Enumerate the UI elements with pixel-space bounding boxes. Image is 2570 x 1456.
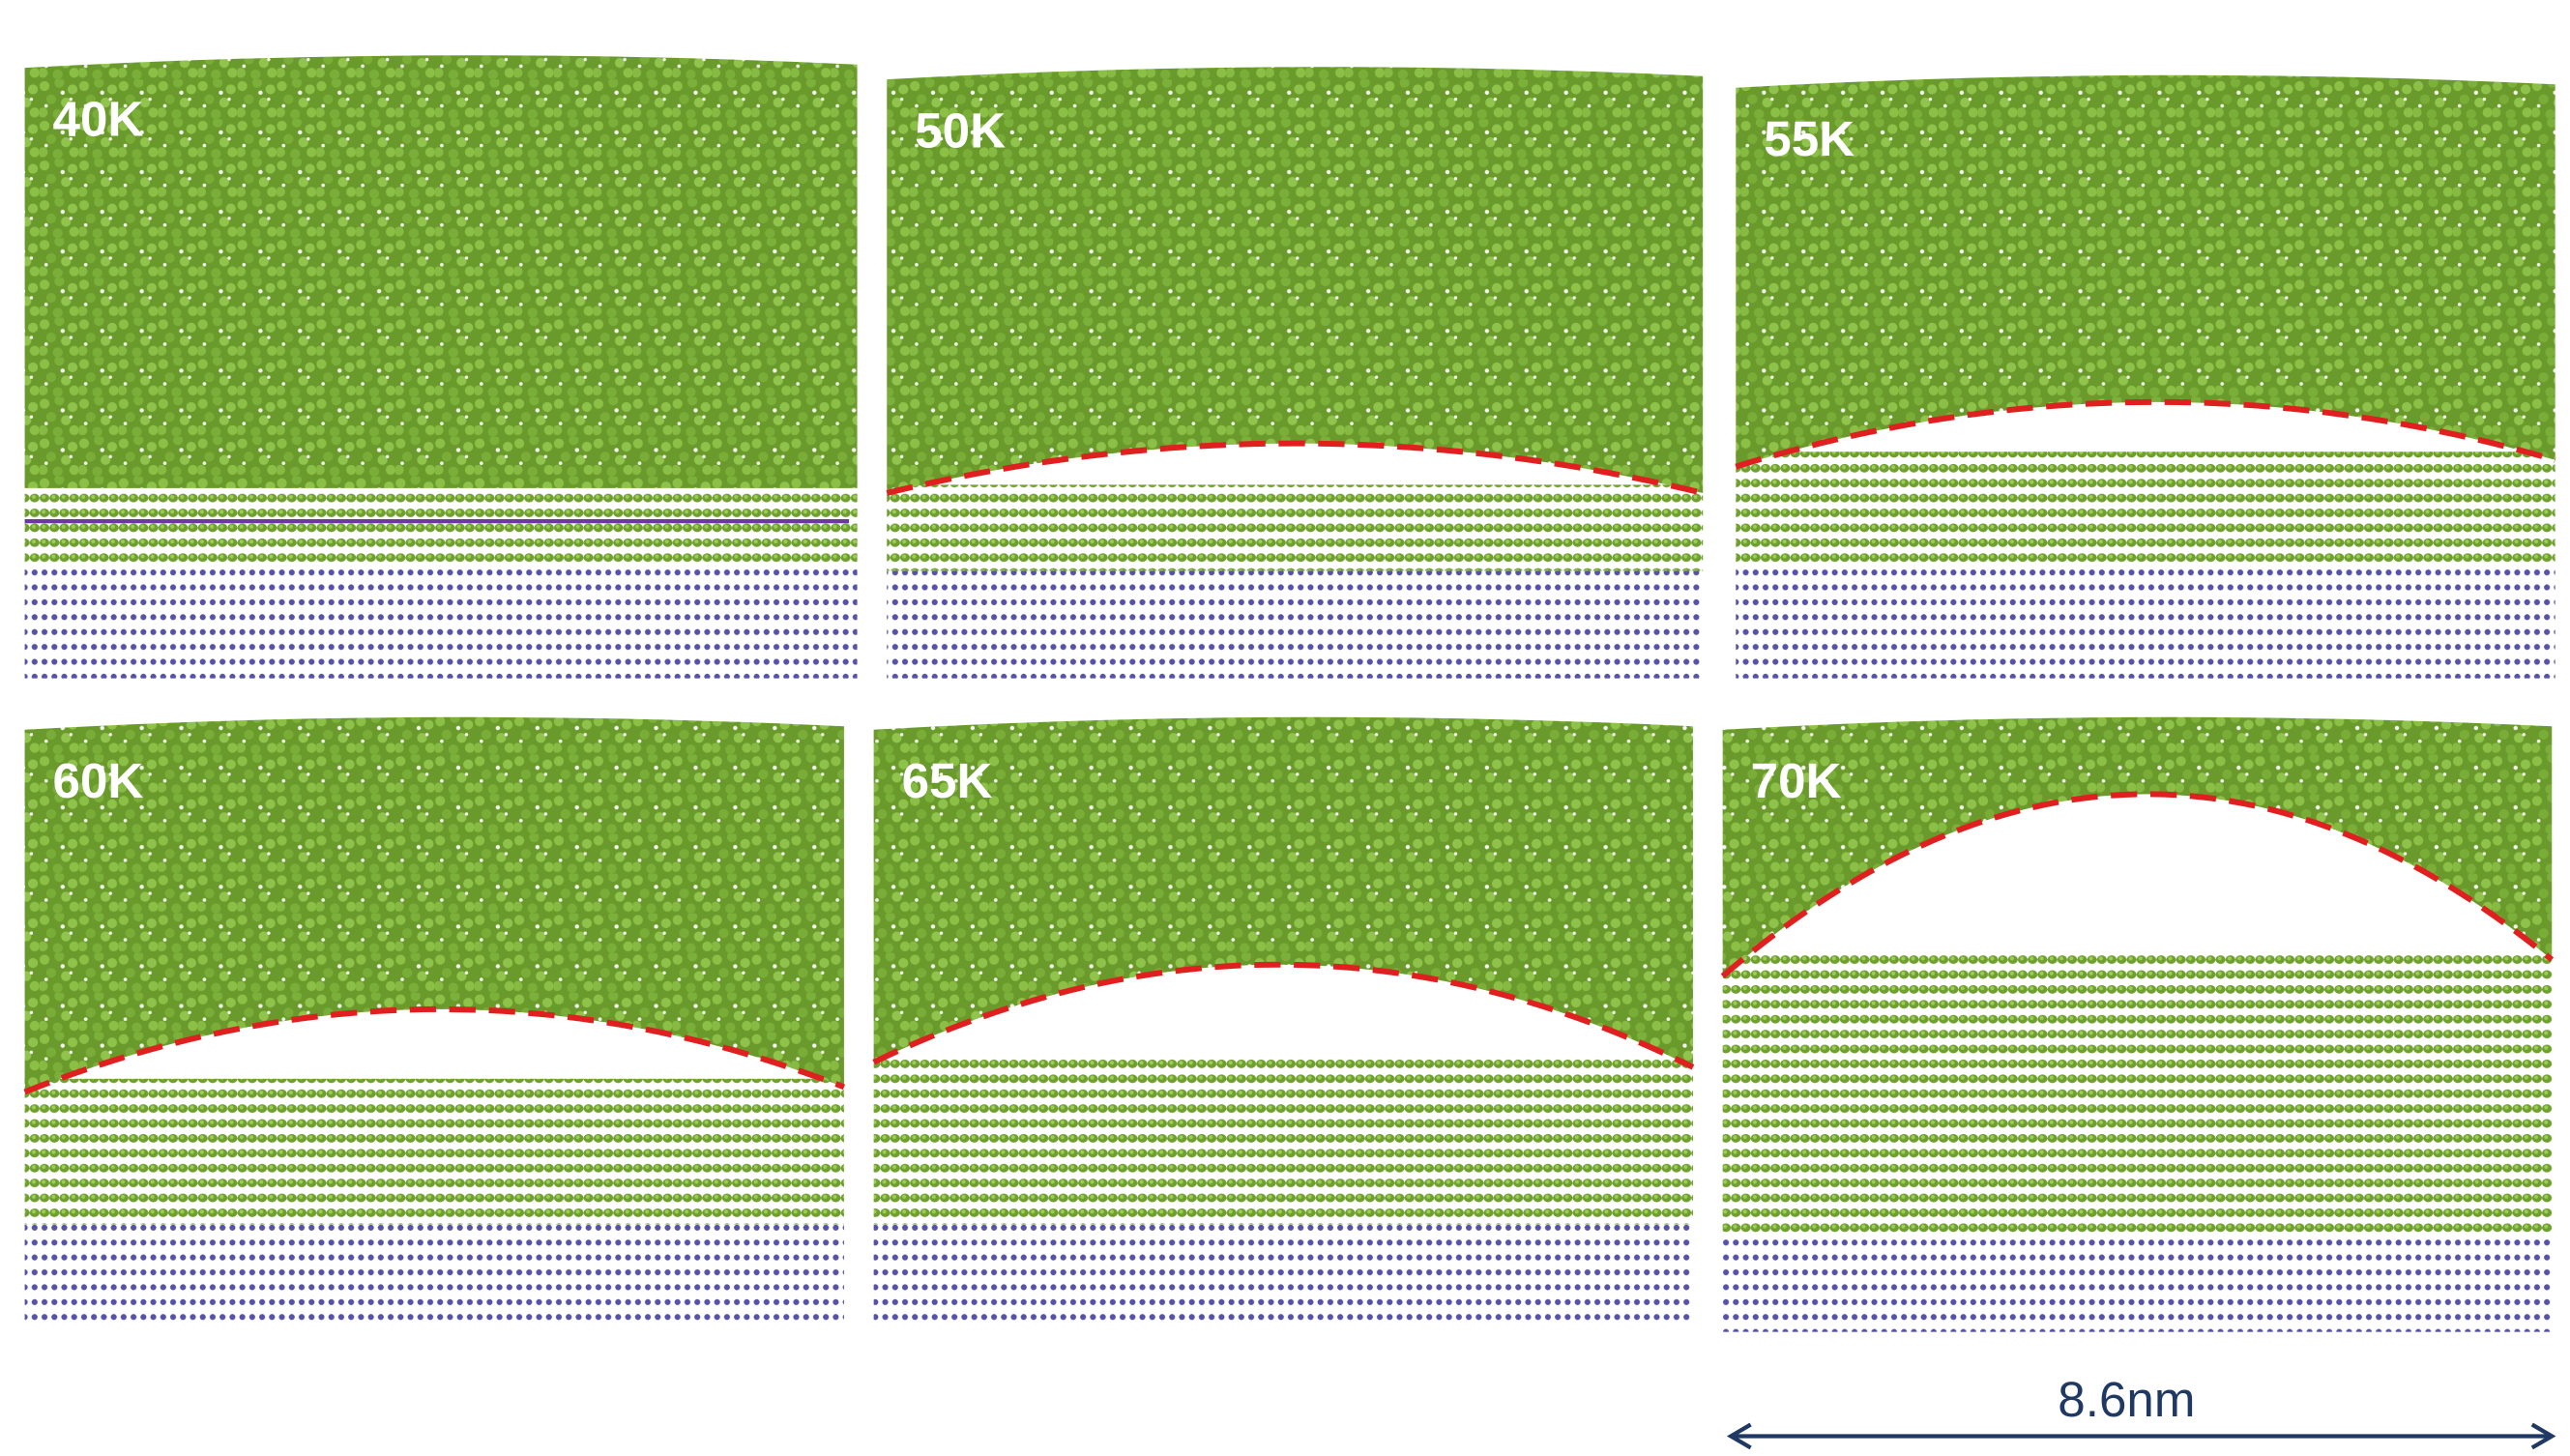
crystal-layer [24, 1078, 844, 1225]
amorphous-layer [1722, 716, 2553, 976]
panel-label: 50K [915, 102, 1006, 158]
panel-label: 70K [1751, 753, 1842, 808]
panel: 70K [1720, 716, 2555, 1332]
substrate-layer [887, 570, 1704, 679]
interface-arc [886, 440, 1704, 496]
substrate-layer [1736, 562, 2555, 679]
panel-label: 40K [53, 91, 144, 146]
crystal-layer [1722, 951, 2553, 1233]
crystal-layer [873, 1054, 1693, 1225]
panel: 55K [1735, 74, 2556, 679]
panel: 40K [24, 55, 858, 679]
amorphous-layer [873, 716, 1693, 1067]
amorphous-layer [24, 55, 858, 488]
scale-bar: 8.6nm [1726, 1372, 2556, 1450]
scale-arrowheads [1726, 1422, 2556, 1450]
panel-label: 60K [53, 753, 144, 808]
substrate-layer [1722, 1232, 2553, 1332]
amorphous-layer [887, 67, 1704, 493]
interface-arc [1735, 398, 2556, 470]
panels: 40K 50K 55K 60K 65K 70K [23, 55, 2556, 1332]
crystal-layer [1736, 451, 2555, 563]
interface-arc [23, 1005, 845, 1095]
substrate-layer [24, 1224, 844, 1325]
substrate-layer [24, 562, 858, 679]
interface-arc [872, 961, 1695, 1070]
panel: 65K [872, 716, 1695, 1325]
interface-arc [1720, 791, 2555, 978]
amorphous-layer [24, 716, 844, 1092]
amorphous-layer [1736, 74, 2555, 467]
substrate-layer [873, 1224, 1693, 1325]
panel-label: 65K [902, 753, 993, 808]
scale-label: 8.6nm [2058, 1372, 2195, 1427]
panel-label: 55K [1764, 111, 1854, 166]
crystal-layer [887, 484, 1704, 571]
panel: 50K [886, 67, 1704, 679]
panel: 60K [23, 716, 845, 1325]
